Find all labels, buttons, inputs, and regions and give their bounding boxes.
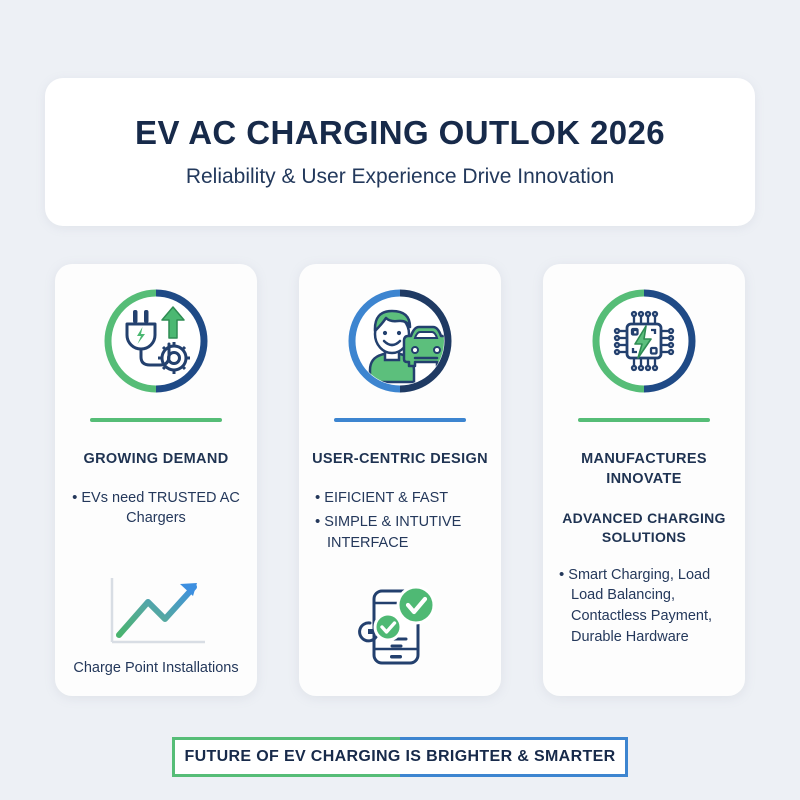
line-chart-svg — [110, 578, 205, 644]
bullet-dot: • — [315, 488, 321, 506]
card-bullet-list: • Smart Charging, Load Load Balancing, C… — [555, 564, 733, 650]
bullet-dot: • — [315, 513, 321, 531]
plug-arrow-gear-icon — [101, 286, 211, 396]
card-subheading: ADVANCED CHARGING SOLUTIONS — [562, 510, 726, 546]
microchip-lightning-icon — [589, 286, 699, 396]
list-item-label: Smart Charging, Load Load Balancing, Con… — [568, 566, 713, 645]
list-item: • EIFICIENT & FAST — [311, 487, 489, 509]
card-bullet-list: • EIFICIENT & FAST • SIMPLE & INTUTIVE I… — [311, 487, 489, 557]
card-manufactures-innovate[interactable]: MANUFACTURES INNOVATE ADVANCED CHARGING … — [543, 264, 745, 696]
card-heading: USER-CENTRIC DESIGN — [312, 451, 488, 467]
list-item: • Smart Charging, Load Load Balancing, C… — [555, 564, 733, 647]
list-item: • SIMPLE & INTUTIVE INTERFACE — [311, 511, 489, 553]
growth-line-chart-icon: Charge Point Installations — [73, 574, 239, 682]
bullet-dot: • — [72, 488, 78, 506]
card-divider — [334, 418, 466, 422]
list-item-label: SIMPLE & INTUTIVE INTERFACE — [324, 514, 462, 551]
footer-frame: FUTURE OF EV CHARGING IS BRIGHTER & SMAR… — [172, 737, 628, 777]
footer-banner: FUTURE OF EV CHARGING IS BRIGHTER & SMAR… — [172, 737, 628, 777]
phone-check-svg — [358, 585, 436, 665]
smartphone-checkmarks-icon — [348, 579, 452, 682]
page-subtitle: Reliability & User Experience Drive Inno… — [185, 164, 615, 188]
bullet-dot: • — [559, 565, 565, 583]
list-item-label: EIFICIENT & FAST — [324, 489, 449, 506]
card-growing-demand[interactable]: GROWING DEMAND • EVs need TRUSTED AC Cha… — [55, 264, 257, 696]
header-card: EV AC CHARGING OUTLOK 2026 Reliability &… — [45, 78, 755, 226]
person-with-car-icon — [345, 286, 455, 396]
card-heading: GROWING DEMAND — [83, 451, 229, 467]
list-item: • EVs need TRUSTED AC Chargers — [67, 487, 245, 529]
card-divider — [578, 418, 710, 422]
page-title: EV AC CHARGING OUTLOK 2026 — [135, 114, 665, 152]
card-heading: MANUFACTURES INNOVATE — [581, 451, 707, 487]
chart-caption: Charge Point Installations — [73, 660, 239, 677]
card-user-centric-design[interactable]: USER-CENTRIC DESIGN • EIFICIENT & FAST •… — [299, 264, 501, 696]
pillar-card-row: GROWING DEMAND • EVs need TRUSTED AC Cha… — [55, 264, 745, 696]
card-bullet-list: • EVs need TRUSTED AC Chargers — [67, 487, 245, 532]
footer-label: FUTURE OF EV CHARGING IS BRIGHTER & SMAR… — [184, 748, 616, 765]
list-item-label: EVs need TRUSTED AC Chargers — [81, 489, 240, 527]
card-divider — [90, 418, 222, 422]
